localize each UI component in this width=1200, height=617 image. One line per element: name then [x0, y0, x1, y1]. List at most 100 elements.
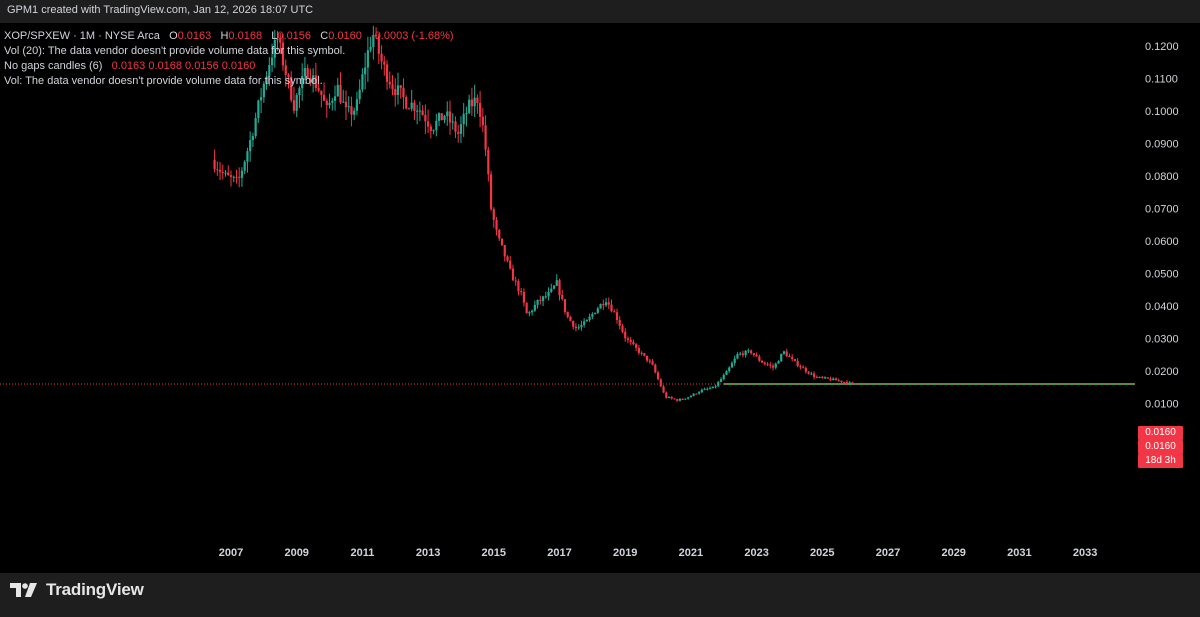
candle-body [468, 99, 471, 113]
close-value: 0.0160 [328, 30, 362, 42]
candle-body [818, 376, 821, 378]
candle-body [462, 113, 465, 125]
candle-body [722, 374, 725, 380]
candle-body [665, 392, 668, 398]
candle-body [380, 53, 383, 62]
candle-body [541, 296, 545, 301]
candle-body [777, 361, 780, 364]
candle-body [558, 280, 561, 296]
candle-body [752, 353, 755, 355]
high-label: H [220, 30, 229, 42]
candle-body [698, 392, 701, 394]
candle-body [796, 360, 799, 366]
candle-body [451, 121, 454, 123]
legend-gaps-row[interactable]: No gaps candles (6) 0.0163 0.0168 0.0156… [4, 59, 454, 74]
candle-body [290, 76, 293, 101]
candle-body [473, 97, 476, 107]
candle-body [717, 381, 720, 387]
candle-body [703, 388, 706, 390]
candle-body [785, 351, 788, 357]
candle-body [320, 90, 323, 95]
candle-body [635, 344, 638, 348]
candle-body [218, 170, 222, 172]
candle-body [812, 373, 816, 377]
candle-body [744, 350, 747, 356]
candle-body [509, 260, 512, 269]
y-tick-label: 0.0100 [1145, 399, 1179, 411]
candle-body [626, 338, 630, 340]
candle-body [418, 110, 421, 112]
candle-body [465, 112, 468, 114]
candle-body [646, 355, 649, 361]
candle-body [407, 108, 411, 110]
candle-body [624, 331, 627, 339]
candle-body [810, 373, 813, 375]
x-tick-label: 2023 [744, 547, 768, 559]
candle-body [750, 350, 753, 354]
x-tick-label: 2025 [810, 547, 834, 559]
candle-body [344, 101, 348, 108]
candle-body [361, 74, 364, 90]
symbol-label[interactable]: XOP/SPXEW · 1M · NYSE Arca [4, 30, 160, 42]
candle-body [637, 347, 640, 353]
candle-body [260, 97, 263, 101]
candle-body [615, 312, 619, 321]
candle-body [854, 383, 857, 385]
candle-body [364, 67, 367, 75]
candle-body [279, 39, 282, 43]
candle-body [821, 376, 824, 378]
y-tick-label: 0.1000 [1145, 106, 1179, 118]
countdown-tag: 18d 3h [1138, 454, 1183, 468]
candle-body [826, 377, 829, 379]
candle-body [424, 114, 427, 122]
candle-body [358, 89, 361, 100]
price-chart[interactable]: 0.1200 0.1100 0.1000 0.0900 0.0800 0.0700 0.06… [0, 23, 1200, 573]
candle-body [684, 398, 687, 400]
y-tick-label: 0.1200 [1145, 41, 1179, 53]
x-tick-label: 2033 [1073, 547, 1097, 559]
chart-panel[interactable]: 0.1200 0.1100 0.1000 0.0900 0.0800 0.0700 0.06… [0, 23, 1200, 573]
tradingview-logo[interactable]: TradingView [10, 580, 144, 600]
candle-body [388, 81, 391, 85]
candle-body [747, 350, 750, 352]
candle-body [476, 97, 479, 103]
legend-vol20-row[interactable]: Vol (20): The data vendor doesn't provid… [4, 45, 346, 57]
candle-body [823, 377, 827, 379]
candle-body [791, 357, 794, 360]
candle-body [396, 85, 400, 96]
candle-body [342, 101, 345, 103]
y-tick-label: 0.0700 [1145, 204, 1179, 216]
candle-body [528, 312, 531, 314]
candle-body [301, 76, 304, 89]
candle-body [257, 100, 260, 119]
candle-body [837, 380, 840, 382]
candle-body [284, 65, 287, 75]
candle-body [602, 304, 605, 306]
x-tick-label: 2029 [941, 547, 965, 559]
legend-vol-row[interactable]: Vol: The data vendor doesn't provide vol… [4, 75, 323, 87]
candle-body [399, 85, 402, 89]
x-tick-label: 2011 [350, 547, 374, 559]
candle-body [695, 393, 698, 395]
candle-body [383, 61, 386, 65]
candle-body [522, 292, 526, 303]
candle-body [331, 100, 334, 103]
candle-body [840, 380, 843, 382]
legend-ohlc-row: XOP/SPXEW · 1M · NYSE Arca O0.0163 H 0.01… [4, 29, 454, 44]
candle-body [287, 74, 290, 77]
candle-body [227, 172, 230, 176]
x-tick-label: 2009 [284, 547, 308, 559]
candle-body [366, 50, 369, 68]
open-label: O [169, 30, 178, 42]
y-tick-label: 0.1100 [1145, 74, 1178, 86]
open-value: 0.0163 [177, 30, 212, 42]
candle-body [621, 325, 624, 332]
candle-body [604, 302, 608, 306]
last-price-tag: 0.0160 [1138, 426, 1183, 440]
candle-body [848, 382, 851, 384]
candle-body [298, 88, 301, 96]
candle-body [708, 388, 712, 390]
candle-body [525, 302, 528, 314]
candle-body [563, 299, 567, 313]
x-tick-label: 2031 [1007, 547, 1031, 559]
